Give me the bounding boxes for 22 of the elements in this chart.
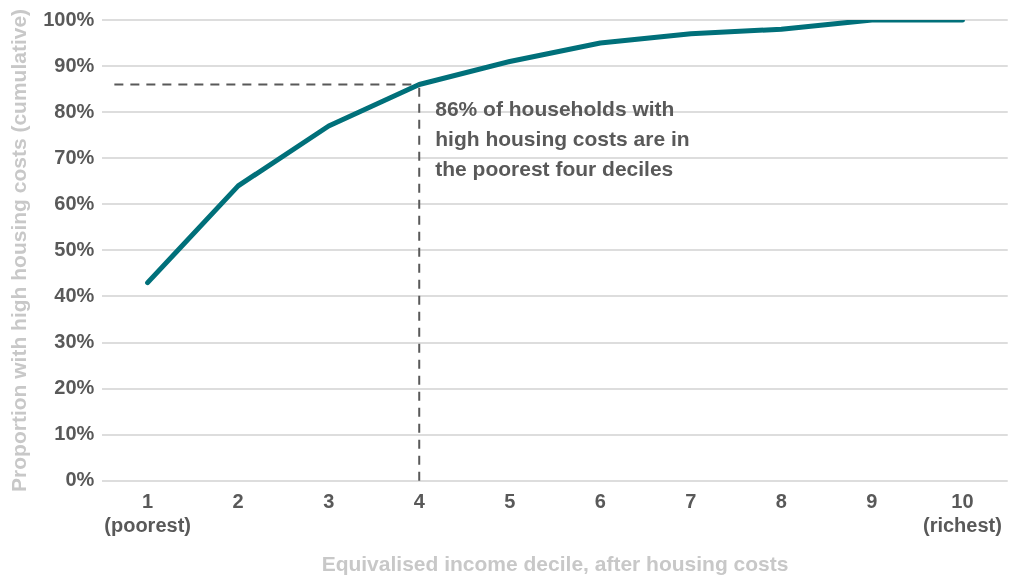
x-tick-label: 2 (232, 490, 244, 513)
x-tick-label: 8 (775, 490, 787, 513)
y-tick-label: 70% (54, 145, 95, 168)
x-tick-label: 4 (413, 490, 426, 513)
y-tick-label: 0% (65, 468, 95, 491)
x-tick-label: 6 (594, 490, 606, 513)
y-tick-label: 30% (54, 330, 95, 353)
x-tick-label: 5 (504, 490, 516, 513)
y-tick-label: 20% (54, 376, 95, 399)
y-tick-label: 100% (43, 7, 95, 30)
x-tick-label: 9 (866, 490, 878, 513)
y-tick-label: 40% (54, 284, 95, 306)
annotation: 86% of households with high housing costs are in the poorest four deciles (435, 97, 690, 181)
y-tick-label: 10% (54, 422, 95, 445)
x-tick-label: 10 (richest) (922, 490, 1002, 537)
y-tick-label: 80% (54, 99, 95, 122)
y-tick-label: 90% (54, 53, 95, 76)
x-tick-label: 7 (685, 490, 697, 513)
x-tick-label: 3 (323, 490, 335, 513)
x-tick-label: 1 (poorest) (104, 490, 191, 537)
y-tick-label: 50% (54, 237, 95, 260)
y-tick-label: 60% (54, 191, 95, 214)
